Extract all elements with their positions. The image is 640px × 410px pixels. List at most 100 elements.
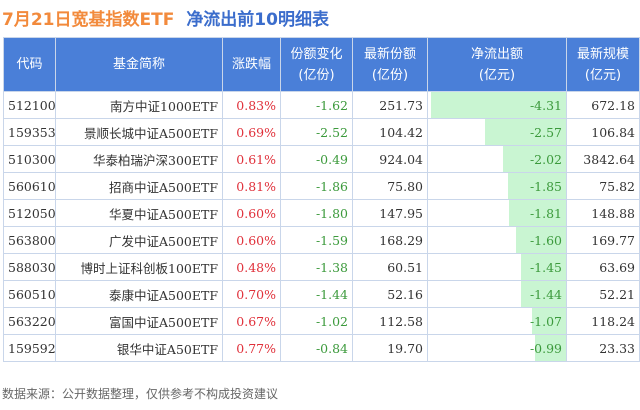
header-latest-scale: 最新规模 (亿元): [566, 37, 640, 92]
table-header: 代码 基金简称 涨跌幅 份额变化 (亿份) 最新份额 (亿份) 净流出额 (亿元) 最新规模 (亿元…: [3, 37, 640, 92]
cell-net-outflow: -1.07: [427, 307, 567, 335]
outflow-bar: [509, 200, 566, 226]
title-part1: 7月21日宽基指数ETF: [2, 10, 175, 30]
cell-net-outflow: -0.99: [427, 334, 567, 362]
cell-fund-name: 泰康中证A500ETF: [55, 280, 223, 308]
header-share-change: 份额变化 (亿份): [280, 37, 353, 92]
cell-fund-name: 华泰柏瑞沪深300ETF: [55, 145, 223, 173]
table-row: 560510 泰康中证A500ETF 0.70% -1.44 52.16 -1.44 52.…: [3, 280, 640, 308]
cell-latest-scale: 169.77: [566, 226, 640, 254]
cell-fund-name: 景顺长城中证A500ETF: [55, 118, 223, 146]
outflow-bar: [532, 308, 566, 334]
cell-share-change: -0.84: [280, 334, 353, 362]
title-part2: 净流出前10明细表: [186, 10, 329, 30]
outflow-bar: [502, 146, 566, 172]
cell-change-pct: 0.61%: [222, 145, 281, 173]
cell-net-outflow: -1.81: [427, 199, 567, 227]
cell-net-outflow: -1.45: [427, 253, 567, 281]
cell-fund-name: 富国中证A500ETF: [55, 307, 223, 335]
cell-share-change: -1.62: [280, 91, 353, 119]
cell-latest-shares: 924.04: [352, 145, 428, 173]
outflow-value: -1.07: [529, 313, 562, 329]
cell-latest-shares: 168.29: [352, 226, 428, 254]
cell-latest-scale: 672.18: [566, 91, 640, 119]
cell-net-outflow: -1.85: [427, 172, 567, 200]
cell-latest-shares: 75.80: [352, 172, 428, 200]
cell-net-outflow: -2.02: [427, 145, 567, 173]
cell-share-change: -1.02: [280, 307, 353, 335]
cell-change-pct: 0.60%: [222, 226, 281, 254]
cell-share-change: -1.80: [280, 199, 353, 227]
cell-latest-scale: 75.82: [566, 172, 640, 200]
outflow-value: -1.85: [529, 178, 562, 194]
header-fund-name: 基金简称: [55, 37, 223, 92]
cell-code: 560510: [3, 280, 56, 308]
cell-change-pct: 0.83%: [222, 91, 281, 119]
cell-share-change: -0.49: [280, 145, 353, 173]
cell-code: 563220: [3, 307, 56, 335]
cell-share-change: -1.59: [280, 226, 353, 254]
cell-change-pct: 0.48%: [222, 253, 281, 281]
outflow-bar: [430, 92, 566, 118]
cell-latest-shares: 19.70: [352, 334, 428, 362]
cell-latest-scale: 3842.64: [566, 145, 640, 173]
table-row: 512050 华夏中证A500ETF 0.60% -1.80 147.95 -1.81 14…: [3, 199, 640, 227]
outflow-bar: [485, 119, 566, 145]
header-latest-shares: 最新份额 (亿份): [352, 37, 428, 92]
page-title: 7月21日宽基指数ETF 净流出前10明细表: [2, 5, 329, 30]
data-source-note: 数据来源：公开数据整理，仅供参考不构成投资建议: [2, 387, 279, 401]
cell-latest-scale: 63.69: [566, 253, 640, 281]
table-row: 588030 博时上证科创板100ETF 0.48% -1.38 60.51 -1.45 6…: [3, 253, 640, 281]
outflow-value: -1.45: [529, 259, 562, 275]
cell-code: 159353: [3, 118, 56, 146]
cell-fund-name: 广发中证A500ETF: [55, 226, 223, 254]
outflow-value: -2.57: [529, 124, 562, 140]
header-change-pct: 涨跌幅: [222, 37, 281, 92]
outflow-value: -0.99: [529, 340, 562, 356]
cell-change-pct: 0.69%: [222, 118, 281, 146]
cell-fund-name: 华夏中证A500ETF: [55, 199, 223, 227]
table-row: 563220 富国中证A500ETF 0.67% -1.02 112.58 -1.07 11…: [3, 307, 640, 335]
cell-latest-shares: 104.42: [352, 118, 428, 146]
cell-share-change: -1.44: [280, 280, 353, 308]
etf-outflow-table: 代码 基金简称 涨跌幅 份额变化 (亿份) 最新份额 (亿份) 净流出额 (亿元) 最新规模 (亿元…: [3, 37, 640, 362]
outflow-bar: [534, 335, 566, 361]
cell-share-change: -2.52: [280, 118, 353, 146]
cell-net-outflow: -4.31: [427, 91, 567, 119]
table-row: 512100 南方中证1000ETF 0.83% -1.62 251.73 -4.31 67…: [3, 91, 640, 119]
cell-code: 512100: [3, 91, 56, 119]
cell-latest-scale: 52.21: [566, 280, 640, 308]
outflow-value: -1.81: [529, 205, 562, 221]
header-code: 代码: [3, 37, 56, 92]
cell-latest-shares: 52.16: [352, 280, 428, 308]
outflow-bar: [520, 254, 566, 280]
cell-latest-scale: 23.33: [566, 334, 640, 362]
cell-fund-name: 博时上证科创板100ETF: [55, 253, 223, 281]
cell-fund-name: 招商中证A500ETF: [55, 172, 223, 200]
outflow-bar: [507, 173, 566, 199]
cell-change-pct: 0.81%: [222, 172, 281, 200]
cell-change-pct: 0.70%: [222, 280, 281, 308]
cell-latest-shares: 60.51: [352, 253, 428, 281]
table-row: 159353 景顺长城中证A500ETF 0.69% -2.52 104.42 -2.57…: [3, 118, 640, 146]
cell-fund-name: 南方中证1000ETF: [55, 91, 223, 119]
cell-latest-shares: 251.73: [352, 91, 428, 119]
table-row: 560610 招商中证A500ETF 0.81% -1.86 75.80 -1.85 75.…: [3, 172, 640, 200]
outflow-value: -1.44: [529, 286, 562, 302]
outflow-bar: [520, 281, 566, 307]
cell-latest-scale: 106.84: [566, 118, 640, 146]
cell-net-outflow: -2.57: [427, 118, 567, 146]
table-row: 563800 广发中证A500ETF 0.60% -1.59 168.29 -1.60 16…: [3, 226, 640, 254]
cell-net-outflow: -1.44: [427, 280, 567, 308]
cell-net-outflow: -1.60: [427, 226, 567, 254]
cell-latest-shares: 147.95: [352, 199, 428, 227]
cell-change-pct: 0.77%: [222, 334, 281, 362]
cell-code: 159592: [3, 334, 56, 362]
cell-change-pct: 0.60%: [222, 199, 281, 227]
cell-latest-scale: 148.88: [566, 199, 640, 227]
outflow-value: -1.60: [529, 232, 562, 248]
cell-code: 512050: [3, 199, 56, 227]
cell-code: 510300: [3, 145, 56, 173]
cell-code: 588030: [3, 253, 56, 281]
cell-latest-scale: 118.24: [566, 307, 640, 335]
